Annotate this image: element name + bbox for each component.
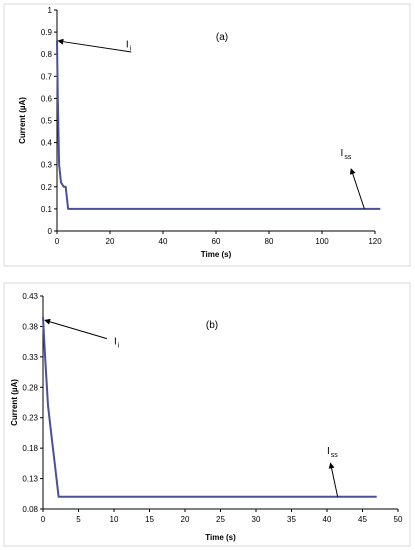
annotation-arrow — [57, 38, 132, 53]
y-tick-label: 0.9 — [41, 28, 53, 37]
x-tick-label: 0 — [41, 515, 46, 524]
x-tick-label: 40 — [159, 237, 168, 246]
x-tick-label: 10 — [110, 515, 119, 524]
y-tick-label: 0.08 — [22, 505, 38, 514]
y-tick-label: 0.6 — [41, 94, 53, 103]
chart-frame-a — [3, 3, 411, 267]
x-tick-label: 40 — [323, 515, 332, 524]
x-tick-label: 25 — [216, 515, 225, 524]
chart-panel-b: 0.08 0.13 0.18 0.23 0.28 0.33 0.38 0.43 0 5 10 15 20… — [3, 282, 411, 547]
annotation-arrow — [44, 318, 108, 340]
annotation-label: Iss — [341, 148, 352, 161]
y-axis-title: Current (µA) — [10, 379, 19, 426]
y-tick-label: 1 — [48, 6, 53, 15]
y-tick-label: 0.3 — [41, 161, 53, 170]
annotation-arrow — [328, 462, 339, 497]
panel-label: (b) — [206, 320, 218, 331]
y-tick-label: 0.13 — [22, 475, 38, 484]
x-tick-label: 15 — [145, 515, 154, 524]
y-tick-label: 0.23 — [22, 414, 38, 423]
x-tick-label: 60 — [212, 237, 221, 246]
x-tick-label: 0 — [55, 237, 60, 246]
x-tick-label: 5 — [76, 515, 81, 524]
x-tick-label: 50 — [394, 515, 403, 524]
annotation-subscript: ss — [344, 154, 352, 161]
annotation-subscript: ss — [331, 452, 339, 459]
annotation-main: I — [126, 40, 129, 51]
chart-panel-a: 0 0.1 0.2 0.3 0.4 0.5 0.6 0.7 0.8 0.9 1 0 20 40 60 80 10… — [3, 3, 411, 267]
x-tick-label: 20 — [181, 515, 190, 524]
chart-frame-b — [3, 282, 411, 547]
y-tick-label: 0.4 — [41, 139, 53, 148]
annotation-label: Ii — [114, 337, 120, 350]
x-tick-label: 120 — [368, 237, 382, 246]
annotation-main: I — [341, 148, 344, 159]
y-tick-label: 0.33 — [22, 353, 38, 362]
y-tick-label: 0.5 — [41, 117, 53, 126]
y-tick-label: 0.28 — [22, 383, 38, 392]
annotation-arrow — [349, 168, 365, 210]
series-line-current — [56, 40, 381, 210]
x-axis-title: Time (s) — [205, 533, 236, 542]
series-line-current — [42, 317, 377, 498]
x-tick-label: 100 — [315, 237, 329, 246]
x-axis-title: Time (s) — [201, 250, 232, 259]
y-tick-label: 0.1 — [41, 205, 53, 214]
x-tick-label: 45 — [358, 515, 367, 524]
annotation-main: I — [327, 446, 330, 457]
x-tick-label: 35 — [287, 515, 296, 524]
x-tick-label: 20 — [106, 237, 115, 246]
x-tick-label: 80 — [265, 237, 274, 246]
y-tick-label: 0.7 — [41, 72, 53, 81]
annotation-subscript: i — [118, 343, 120, 350]
y-tick-label: 0.18 — [22, 444, 38, 453]
y-tick-label: 0.8 — [41, 50, 53, 59]
y-tick-label: 0.43 — [22, 292, 38, 301]
annotation-label: Ii — [126, 40, 132, 53]
y-tick-label: 0.2 — [41, 183, 53, 192]
annotation-label: Iss — [327, 446, 338, 459]
annotation-main: I — [114, 337, 117, 348]
panel-label: (a) — [216, 32, 228, 43]
y-tick-label: 0 — [48, 227, 53, 236]
y-axis-title: Current (µA) — [18, 97, 27, 144]
x-tick-label: 30 — [252, 515, 261, 524]
annotation-subscript: i — [130, 46, 132, 53]
y-tick-label: 0.38 — [22, 322, 38, 331]
